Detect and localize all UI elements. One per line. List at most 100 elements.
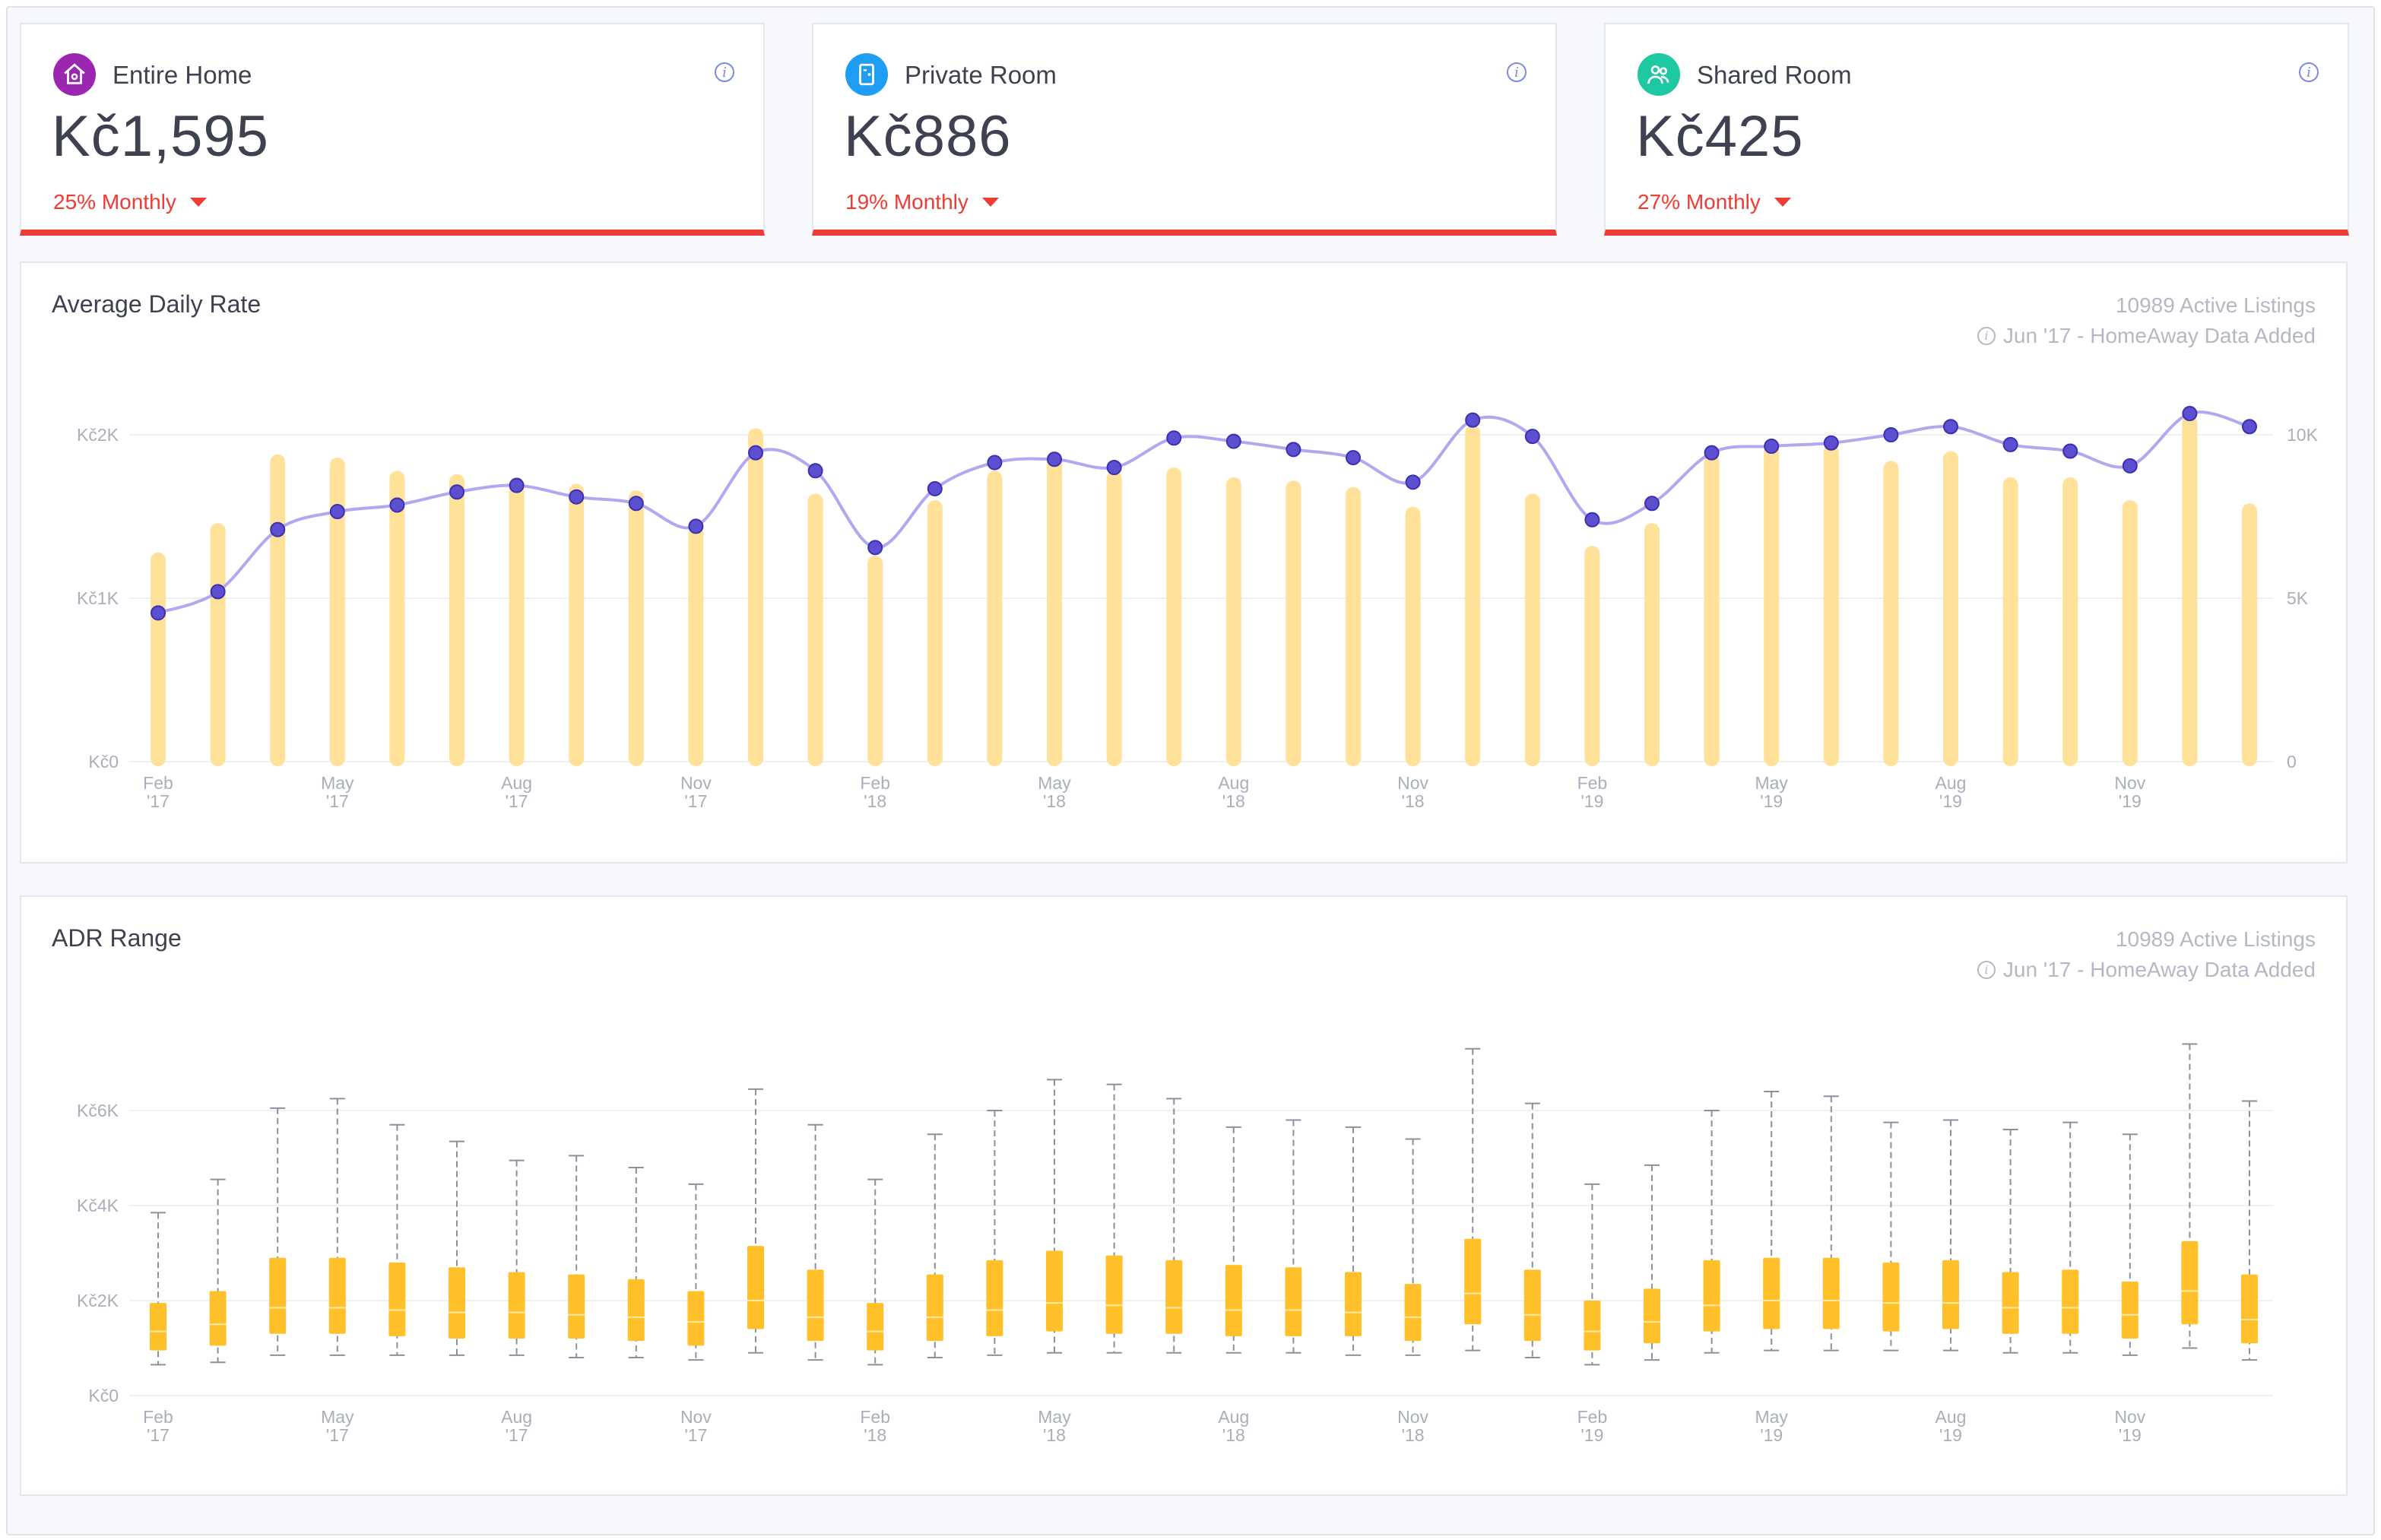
x-tick-label: Feb [143,1407,173,1427]
data-point [1883,427,1899,442]
x-tick-label: Feb [1577,1407,1608,1427]
kpi-card-private-room[interactable]: Private Room i Kč886 19% Monthly [812,23,1557,236]
kpi-change-text: 27% Monthly [1638,190,1761,214]
y-tick-label: Kč4K [77,1196,119,1215]
x-tick-label: '17 [326,791,349,811]
kpi-card-shared-room[interactable]: Shared Room i Kč425 27% Monthly [1604,23,2349,236]
box [2241,1274,2258,1344]
data-point [927,480,943,496]
y-tick-label: Kč0 [88,752,119,772]
x-tick-label: Aug [1936,773,1967,793]
data-note: i Jun '17 - HomeAway Data Added [1977,955,2316,985]
box [508,1272,525,1339]
x-tick-label: Aug [1218,773,1249,793]
x-tick-label: '19 [2119,791,2142,811]
x-tick-label: '19 [2119,1425,2142,1445]
info-icon[interactable]: i [715,62,734,82]
x-tick-label: '19 [1760,791,1783,811]
kpi-value: Kč886 [844,104,1012,169]
x-tick-label: '18 [1402,791,1425,811]
x-tick-label: Feb [1577,773,1608,793]
panel-meta: 10989 Active Listings i Jun '17 - HomeAw… [1977,924,2316,985]
data-point [1584,512,1600,528]
caret-down-icon [981,198,999,207]
home-icon [53,53,96,96]
box [1942,1260,1959,1329]
info-icon[interactable]: i [1507,62,1527,82]
box [1345,1272,1362,1336]
box [687,1291,705,1346]
data-point [270,521,286,537]
data-point [1524,429,1540,445]
data-point [867,540,883,556]
data-point [1823,435,1839,451]
x-tick-label: '18 [864,791,886,811]
box [1584,1301,1601,1351]
box [1822,1257,1840,1329]
kpi-value: Kč425 [1636,104,1804,169]
x-tick-label: '17 [506,1425,528,1445]
x-tick-label: '17 [684,1425,707,1445]
data-point [210,584,226,600]
data-point [329,504,345,520]
box [1644,1288,1660,1344]
kpi-label: Shared Room [1697,61,1852,89]
kpi-value: Kč1,595 [52,104,269,169]
x-tick-label: Nov [680,773,712,793]
x-tick-label: May [1038,773,1071,793]
x-tick-label: '18 [1402,1425,1425,1445]
info-icon: i [1977,961,1996,979]
data-point [1286,442,1301,458]
x-tick-label: '18 [864,1425,886,1445]
y2-tick-label: 5K [2287,588,2309,608]
x-tick-label: '18 [1043,791,1066,811]
x-tick-label: Feb [860,773,890,793]
x-tick-label: May [1755,773,1788,793]
data-note-text: Jun '17 - HomeAway Data Added [2002,958,2316,981]
box [269,1257,287,1334]
active-listings: 10989 Active Listings [2115,293,2316,317]
box [1763,1257,1780,1329]
x-tick-label: Aug [1936,1407,1967,1427]
data-point [628,496,644,512]
box [209,1291,227,1346]
data-point [1166,430,1182,446]
kpi-change-text: 19% Monthly [845,190,969,214]
kpi-card-entire-home[interactable]: Entire Home i Kč1,595 25% Monthly [20,23,765,236]
panel-title: ADR Range [52,924,182,952]
box [1225,1265,1242,1336]
data-point [449,484,464,500]
data-point [2122,458,2138,474]
data-point [1465,412,1481,428]
box [150,1303,166,1351]
y2-tick-label: 0 [2287,752,2297,772]
data-point [1106,460,1122,475]
data-point [569,489,585,505]
data-point [2062,443,2078,459]
x-tick-label: '19 [1580,791,1603,811]
x-tick-label: Nov [1397,773,1428,793]
data-point [389,497,405,513]
box [1882,1263,1900,1332]
data-point [509,477,525,493]
x-tick-label: '18 [1222,1425,1245,1445]
data-point [748,445,763,461]
y-tick-label: Kč0 [88,1386,119,1405]
data-point [1405,474,1421,490]
box [747,1246,764,1329]
adr-panel: Average Daily Rate 10989 Active Listings… [20,261,2348,863]
data-point [987,455,1003,471]
x-tick-label: '19 [1760,1425,1783,1445]
data-note-text: Jun '17 - HomeAway Data Added [2002,324,2316,347]
x-tick-label: Aug [501,773,532,793]
kpi-label: Private Room [905,61,1057,89]
info-icon[interactable]: i [2299,62,2319,82]
data-point [2182,406,2198,422]
kpi-change: 25% Monthly [53,190,207,214]
data-note: i Jun '17 - HomeAway Data Added [1977,321,2316,351]
kpi-change: 19% Monthly [845,190,999,214]
data-point [1644,496,1660,512]
box [2181,1241,2199,1325]
box [2121,1282,2138,1339]
